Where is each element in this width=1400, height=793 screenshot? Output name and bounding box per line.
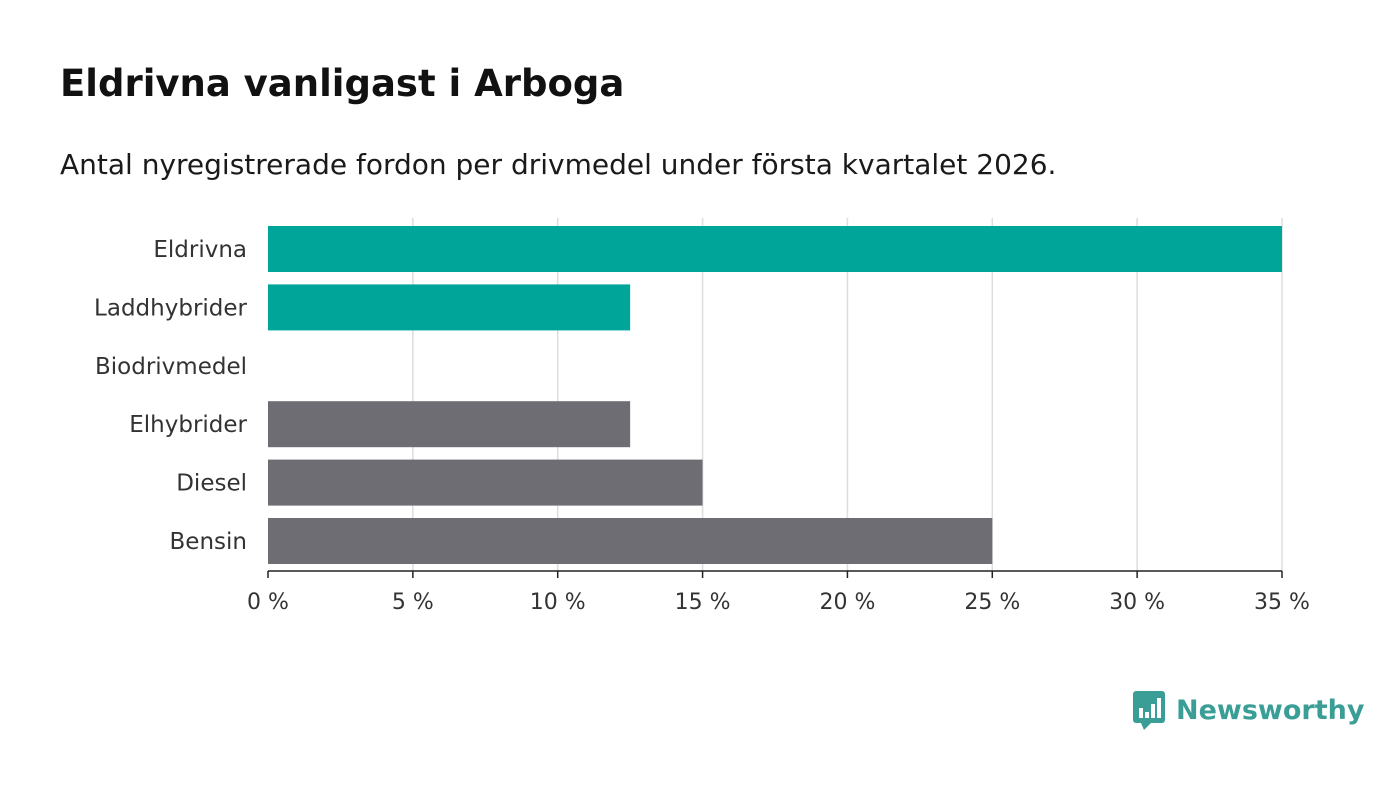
category-label: Biodrivmedel — [95, 354, 247, 380]
x-tick-label: 0 % — [247, 590, 289, 615]
category-label: Diesel — [176, 471, 247, 497]
x-tick-label: 10 % — [530, 590, 586, 615]
chart-title: Eldrivna vanligast i Arboga — [60, 62, 625, 105]
x-tick-label: 20 % — [819, 590, 875, 615]
x-tick-label: 30 % — [1109, 590, 1165, 615]
x-tick-label: 5 % — [392, 590, 434, 615]
category-label: Laddhybrider — [94, 295, 247, 321]
chart-subtitle: Antal nyregistrerade fordon per drivmede… — [60, 148, 1057, 181]
category-label: Elhybrider — [129, 412, 247, 438]
x-tick-label: 15 % — [675, 590, 731, 615]
bar-chart-speech-bubble-icon — [1133, 691, 1165, 730]
gridlines — [412, 218, 1283, 571]
bar-diesel — [268, 459, 703, 506]
category-label: Eldrivna — [153, 237, 247, 263]
x-tick-label: 35 % — [1254, 590, 1310, 615]
bar-eldrivna — [268, 226, 1282, 272]
x-tick-label: 25 % — [964, 590, 1020, 615]
bar-elhybrider — [268, 401, 631, 448]
brand-logo: Newsworthy — [1132, 690, 1364, 730]
category-labels: Eldrivna Laddhybrider Biodrivmedel Elhybrid… — [94, 237, 247, 555]
category-label: Bensin — [170, 529, 247, 555]
brand-name: Newsworthy — [1176, 694, 1365, 726]
bars — [268, 226, 1282, 564]
bar-chart: Eldrivna Laddhybrider Biodrivmedel Elhybrid… — [94, 218, 1310, 615]
bar-bensin — [268, 518, 993, 564]
x-axis: 0 % 5 % 10 % 15 % 20 % 25 % 30 % 35 % — [247, 570, 1310, 615]
bar-laddhybrider — [268, 284, 631, 331]
